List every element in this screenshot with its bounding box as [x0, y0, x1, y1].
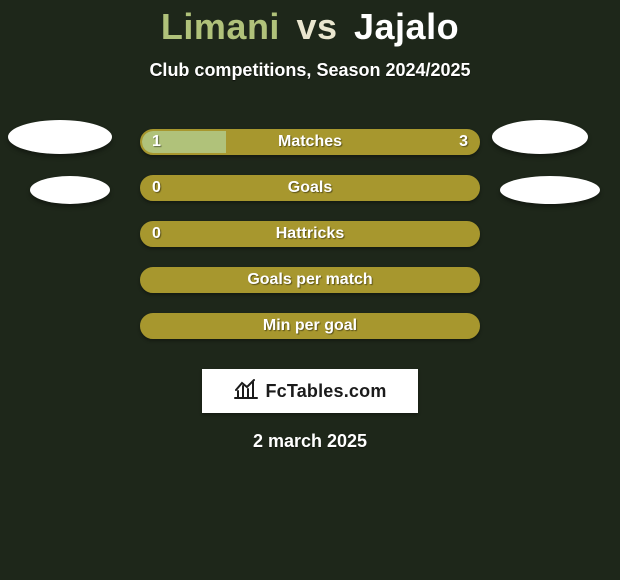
- stat-bar-label: Matches: [142, 131, 478, 153]
- stat-bar: Min per goal: [140, 313, 480, 339]
- stat-row: Goals per match: [0, 257, 620, 303]
- decorative-oval: [30, 176, 110, 204]
- title-separator: vs: [296, 6, 337, 47]
- stat-bar: Hattricks0: [140, 221, 480, 247]
- stat-bars: Matches13Goals0Hattricks0Goals per match…: [0, 119, 620, 349]
- stat-value-right: 3: [459, 131, 468, 153]
- decorative-oval: [492, 120, 588, 154]
- decorative-oval: [500, 176, 600, 204]
- player2-name: Jajalo: [354, 6, 459, 47]
- infographic-canvas: Limani vs Jajalo Club competitions, Seas…: [0, 0, 620, 580]
- stat-bar-label: Goals per match: [142, 269, 478, 291]
- stat-bar: Matches1 3: [140, 129, 480, 155]
- subtitle: Club competitions, Season 2024/2025: [0, 60, 620, 81]
- stat-value-left: 1: [152, 131, 161, 153]
- player1-name: Limani: [161, 6, 280, 47]
- brand-text: FcTables.com: [265, 381, 386, 402]
- stat-row: Hattricks0: [0, 211, 620, 257]
- stat-row: Min per goal: [0, 303, 620, 349]
- stat-bar: Goals0: [140, 175, 480, 201]
- stat-value-left: 0: [152, 223, 161, 245]
- stat-bar-label: Hattricks: [142, 223, 478, 245]
- stat-bar-label: Goals: [142, 177, 478, 199]
- stat-value-left: 0: [152, 177, 161, 199]
- stat-bar: Goals per match: [140, 267, 480, 293]
- brand-badge: FcTables.com: [202, 369, 418, 413]
- stat-bar-label: Min per goal: [142, 315, 478, 337]
- date-label: 2 march 2025: [0, 431, 620, 452]
- chart-icon: [233, 378, 259, 405]
- decorative-oval: [8, 120, 112, 154]
- page-title: Limani vs Jajalo: [0, 0, 620, 48]
